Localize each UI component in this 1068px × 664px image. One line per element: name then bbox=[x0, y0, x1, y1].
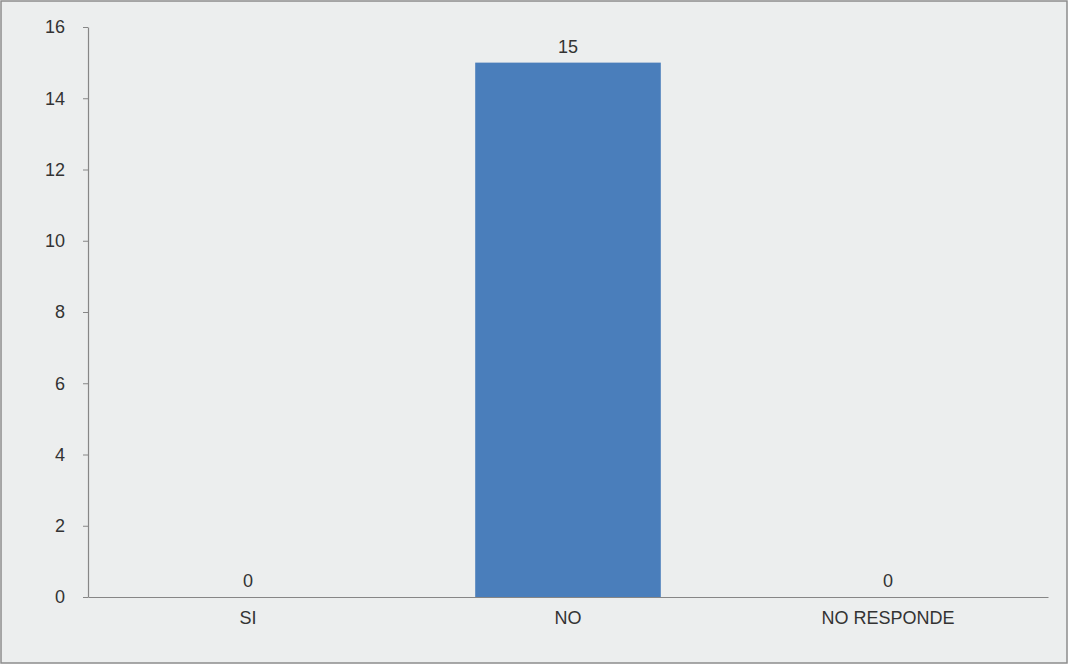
y-tick-mark bbox=[83, 241, 88, 242]
x-tick-label: NO RESPONDE bbox=[821, 608, 954, 628]
y-tick-label: 16 bbox=[45, 17, 65, 37]
x-tick-label: SI bbox=[239, 608, 256, 628]
plot: 0 2 4 6 8 10 12 14 16 SI NO NO RESPONDE 0 15 0 bbox=[45, 17, 1049, 628]
y-tick: 10 bbox=[45, 231, 88, 251]
x-axis: SI NO NO RESPONDE bbox=[89, 597, 1049, 628]
y-tick-label: 12 bbox=[45, 160, 65, 180]
y-tick: 6 bbox=[55, 374, 88, 394]
y-tick: 8 bbox=[55, 302, 88, 322]
data-label: 0 bbox=[243, 571, 253, 591]
y-tick-label: 6 bbox=[55, 374, 65, 394]
y-tick-mark bbox=[83, 170, 88, 171]
y-tick-mark bbox=[83, 455, 88, 456]
x-axis-line bbox=[89, 597, 1049, 598]
x-tick-label: NO bbox=[555, 608, 582, 628]
y-tick: 4 bbox=[55, 445, 88, 465]
y-tick: 16 bbox=[45, 17, 88, 37]
y-tick-mark bbox=[83, 526, 88, 527]
data-label: 15 bbox=[558, 37, 578, 57]
x-tick: NO RESPONDE bbox=[821, 597, 954, 628]
y-tick-mark bbox=[83, 383, 88, 384]
y-tick-mark bbox=[83, 312, 88, 313]
background bbox=[1, 1, 1067, 663]
y-axis-line bbox=[88, 28, 89, 598]
x-tick: SI bbox=[239, 597, 256, 628]
data-labels: 0 15 0 bbox=[243, 37, 893, 591]
y-tick-mark bbox=[83, 98, 88, 99]
y-tick-label: 10 bbox=[45, 231, 65, 251]
bar bbox=[475, 63, 661, 597]
y-tick: 14 bbox=[45, 89, 88, 109]
y-tick-mark bbox=[83, 27, 88, 28]
y-tick-label: 8 bbox=[55, 302, 65, 322]
y-axis: 0 2 4 6 8 10 12 14 16 bbox=[45, 17, 89, 607]
y-tick-label: 2 bbox=[55, 516, 65, 536]
y-tick-mark bbox=[83, 597, 88, 598]
y-tick-label: 14 bbox=[45, 89, 65, 109]
x-tick: NO bbox=[555, 597, 582, 628]
data-label: 0 bbox=[883, 571, 893, 591]
y-tick: 0 bbox=[55, 587, 88, 607]
y-tick: 12 bbox=[45, 160, 88, 180]
y-tick-label: 0 bbox=[55, 587, 65, 607]
y-tick-label: 4 bbox=[55, 445, 65, 465]
y-tick: 2 bbox=[55, 516, 88, 536]
bars bbox=[475, 63, 661, 597]
